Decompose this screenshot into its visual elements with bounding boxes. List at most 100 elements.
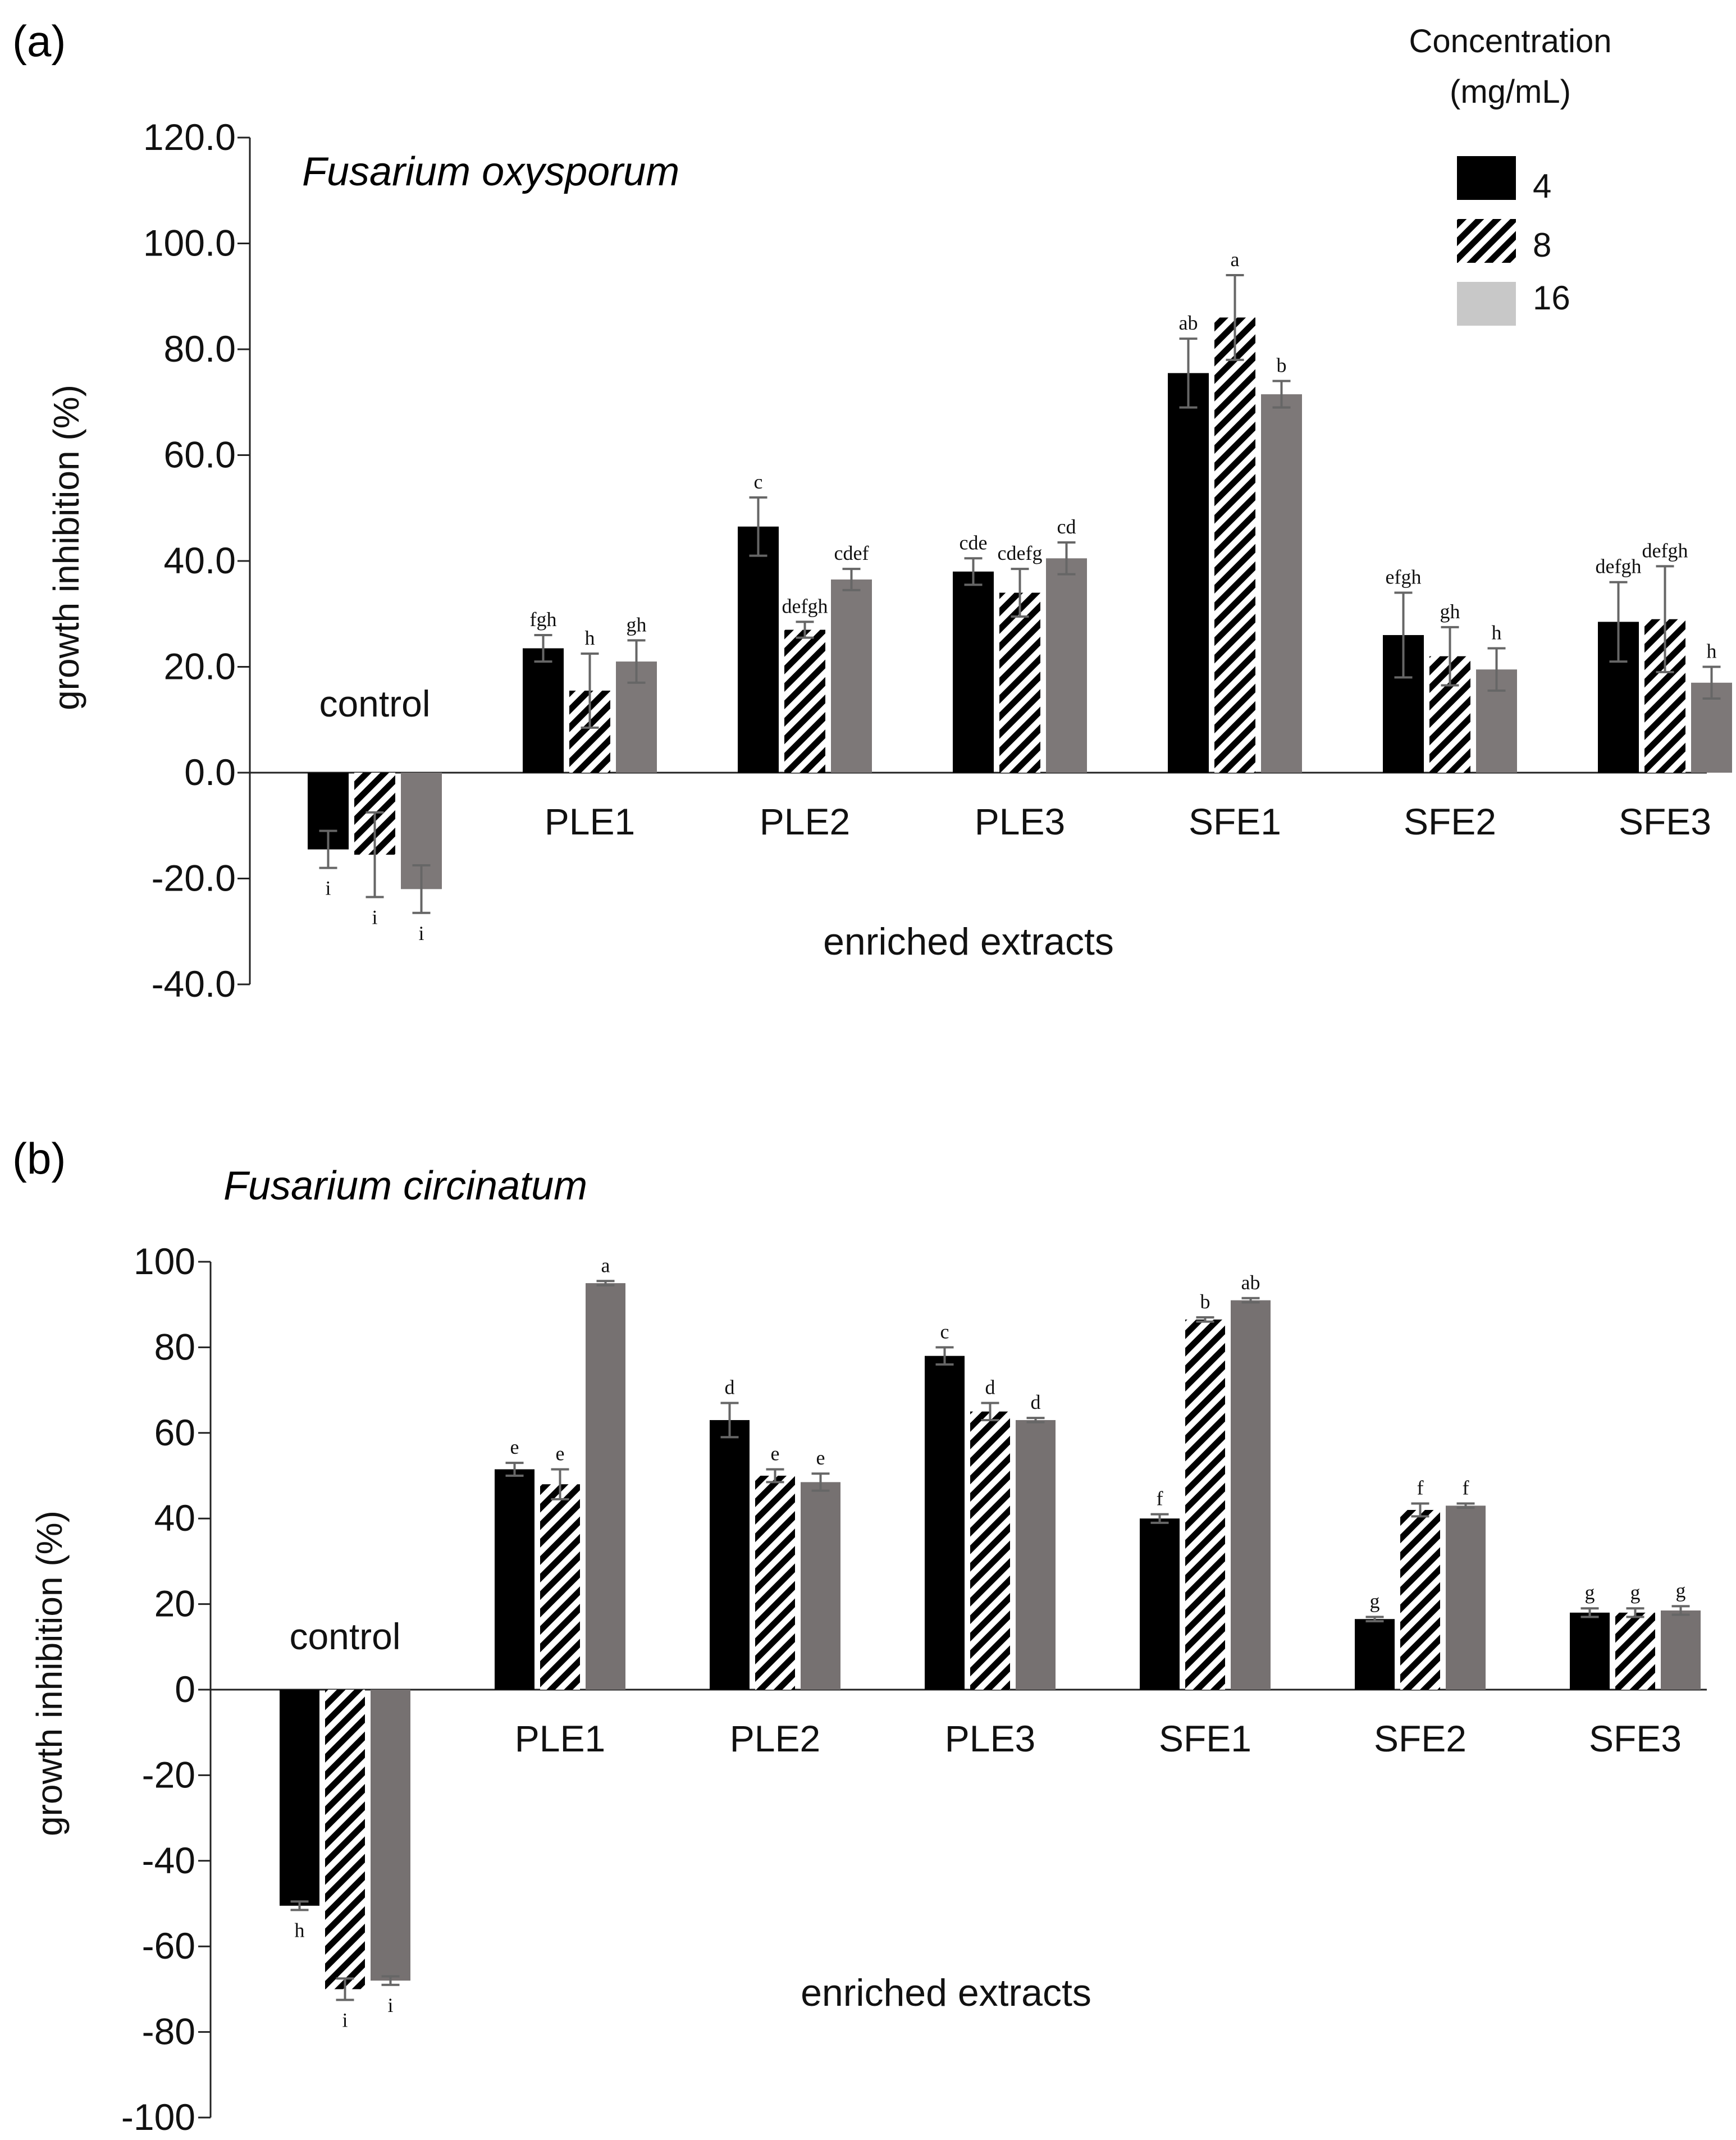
panel-b-bar [1185,1319,1225,1690]
panel-b-category-label: PLE2 [730,1718,820,1759]
panel-a-bar [1046,558,1087,773]
panel-a-category-label: PLE1 [545,801,635,842]
panel-b-bar [495,1469,534,1690]
panel-b-significance-letter: b [1200,1290,1210,1313]
panel-b-y-tick-label: -100 [121,2096,195,2138]
panel-a-y-tick-label: -20.0 [152,857,236,899]
panel-b-bar [1661,1610,1701,1690]
panel-a-significance-letter: ab [1179,312,1198,334]
panel-a-y-tick-label: 60.0 [164,434,236,476]
panel-b-bar [755,1476,795,1690]
panel-b-title: Fusarium circinatum [223,1163,587,1208]
panel-a-bar [953,571,994,773]
panel-b-significance-letter: ab [1241,1271,1260,1294]
panel-a-significance-letter: a [1231,248,1240,271]
panel-a-category-label: PLE3 [975,801,1065,842]
panel-b-y-tick-label: 40 [154,1497,195,1539]
panel-b-significance-letter: d [725,1376,735,1398]
panel-a-bar [1168,373,1209,773]
panel-a-plot: -40.0 -20.0 0.0 20.0 40.0 60.0 80.0 100.0 120.0 i… [143,116,1732,1005]
panel-a-significance-letter: b [1277,354,1287,377]
panel-b-significance-letter: e [510,1436,519,1458]
legend-label-16: 16 [1533,279,1570,317]
panel-a-y-tick-label: 100.0 [143,222,236,264]
panel-b-significance-letter: e [771,1443,780,1465]
panel-a-significance-letter: fgh [530,608,557,631]
panel-a-bar [831,579,872,773]
panel-b-bar [1400,1509,1440,1690]
panel-b-significance-letter: c [940,1320,949,1343]
panel-a-category-label: PLE2 [760,801,850,842]
legend-swatch-8 [1457,219,1516,263]
panel-b-category-label: PLE3 [945,1718,1035,1759]
panel-b-bar [970,1411,1010,1690]
panel-b-bar [1231,1300,1271,1690]
legend-title-line1: Concentration [1409,23,1611,60]
panel-b-bar [1016,1420,1056,1690]
panel-a-significance-letter: efgh [1386,566,1422,588]
panel-b-bar [280,1690,319,1906]
legend: Concentration (mg/mL) 4 8 16 [1409,23,1612,326]
panel-a-bar [999,592,1040,773]
panel-b-significance-letter: d [1031,1391,1041,1413]
panel-a-significance-letter: h [585,627,595,649]
panel-a-x-axis-title: enriched extracts [823,920,1114,963]
panel-b-significance-letter: f [1417,1477,1424,1499]
legend-label-4: 4 [1533,167,1551,205]
panel-a-category-label: SFE1 [1189,801,1281,842]
panel-b-significance-letter: e [556,1443,565,1465]
panel-b-x-axis-title: enriched extracts [801,1972,1091,2014]
panel-a-y-tick-label: 20.0 [164,646,236,687]
panel-b-bar [925,1356,965,1690]
panel-b-y-tick-label: -60 [142,1925,195,1966]
panel-b-significance-letter: a [601,1254,610,1276]
panel-b-category-label: SFE3 [1589,1718,1682,1759]
panel-b-y-tick-label: 80 [154,1326,195,1367]
panel-a-bar [1261,394,1302,773]
panel-a-significance-letter: i [418,922,424,944]
panel-b-significance-letter: h [295,1919,305,1941]
panel-a-y-tick-label: 120.0 [143,116,236,158]
panel-b-significance-letter: i [342,2009,348,2031]
panel-a-significance-letter: cd [1057,515,1076,538]
panel-a-significance-letter: defgh [782,595,828,617]
panel-b-y-tick-label: 60 [154,1412,195,1453]
panel-a-category-label: SFE2 [1404,801,1496,842]
panel-a-significance-letter: i [372,906,377,928]
panel-a-significance-letter: h [1492,622,1502,644]
panel-b-bar [1570,1612,1610,1690]
panel-a-significance-letter: defgh [1642,539,1688,562]
panel-b-plot: -100 -80 -60 -40 -20 0 20 40 60 80 100 h i i control e e… [121,1240,1707,2138]
panel-a-y-tick-label: 80.0 [164,328,236,369]
panel-a: (a) Fusarium oxysporum growth inhibition… [12,16,1732,1005]
panel-b-y-tick-label: 20 [154,1583,195,1625]
panel-a-bar [784,629,825,773]
panel-a-y-tick-label: 40.0 [164,540,236,581]
panel-b-y-axis-title: growth inhibition (%) [29,1511,70,1836]
panel-b-bar [801,1482,840,1690]
panel-b-y-tick-label: 100 [134,1240,195,1282]
panel-b-significance-letter: g [1630,1581,1641,1604]
panel-b-bar [540,1484,580,1690]
legend-label-8: 8 [1533,226,1551,264]
panel-b-y-tick-label: -80 [142,2011,195,2052]
panel-b-significance-letter: g [1585,1581,1595,1604]
panel-b-bar [1355,1619,1395,1690]
panel-a-label: (a) [12,16,66,66]
panel-b-category-label: PLE1 [515,1718,605,1759]
panel-b-significance-letter: i [387,1994,393,2016]
panel-b-y-tick-label: 0 [175,1668,195,1710]
panel-a-category-label: control [319,683,430,724]
panel-b-significance-letter: g [1370,1590,1380,1612]
panel-b-significance-letter: f [1463,1477,1469,1499]
panel-a-bar [1214,317,1255,773]
panel-a-significance-letter: defgh [1596,555,1642,578]
panel-b-y-tick-label: -40 [142,1840,195,1881]
panel-b-bar [1615,1612,1655,1690]
panel-b: (b) Fusarium circinatum growth inhibitio… [12,1134,1707,2138]
panel-b-y-tick-label: -20 [142,1754,195,1795]
panel-b-bar [325,1690,365,1990]
panel-a-significance-letter: gh [627,613,647,636]
panel-a-y-tick-label: 0.0 [184,751,236,793]
